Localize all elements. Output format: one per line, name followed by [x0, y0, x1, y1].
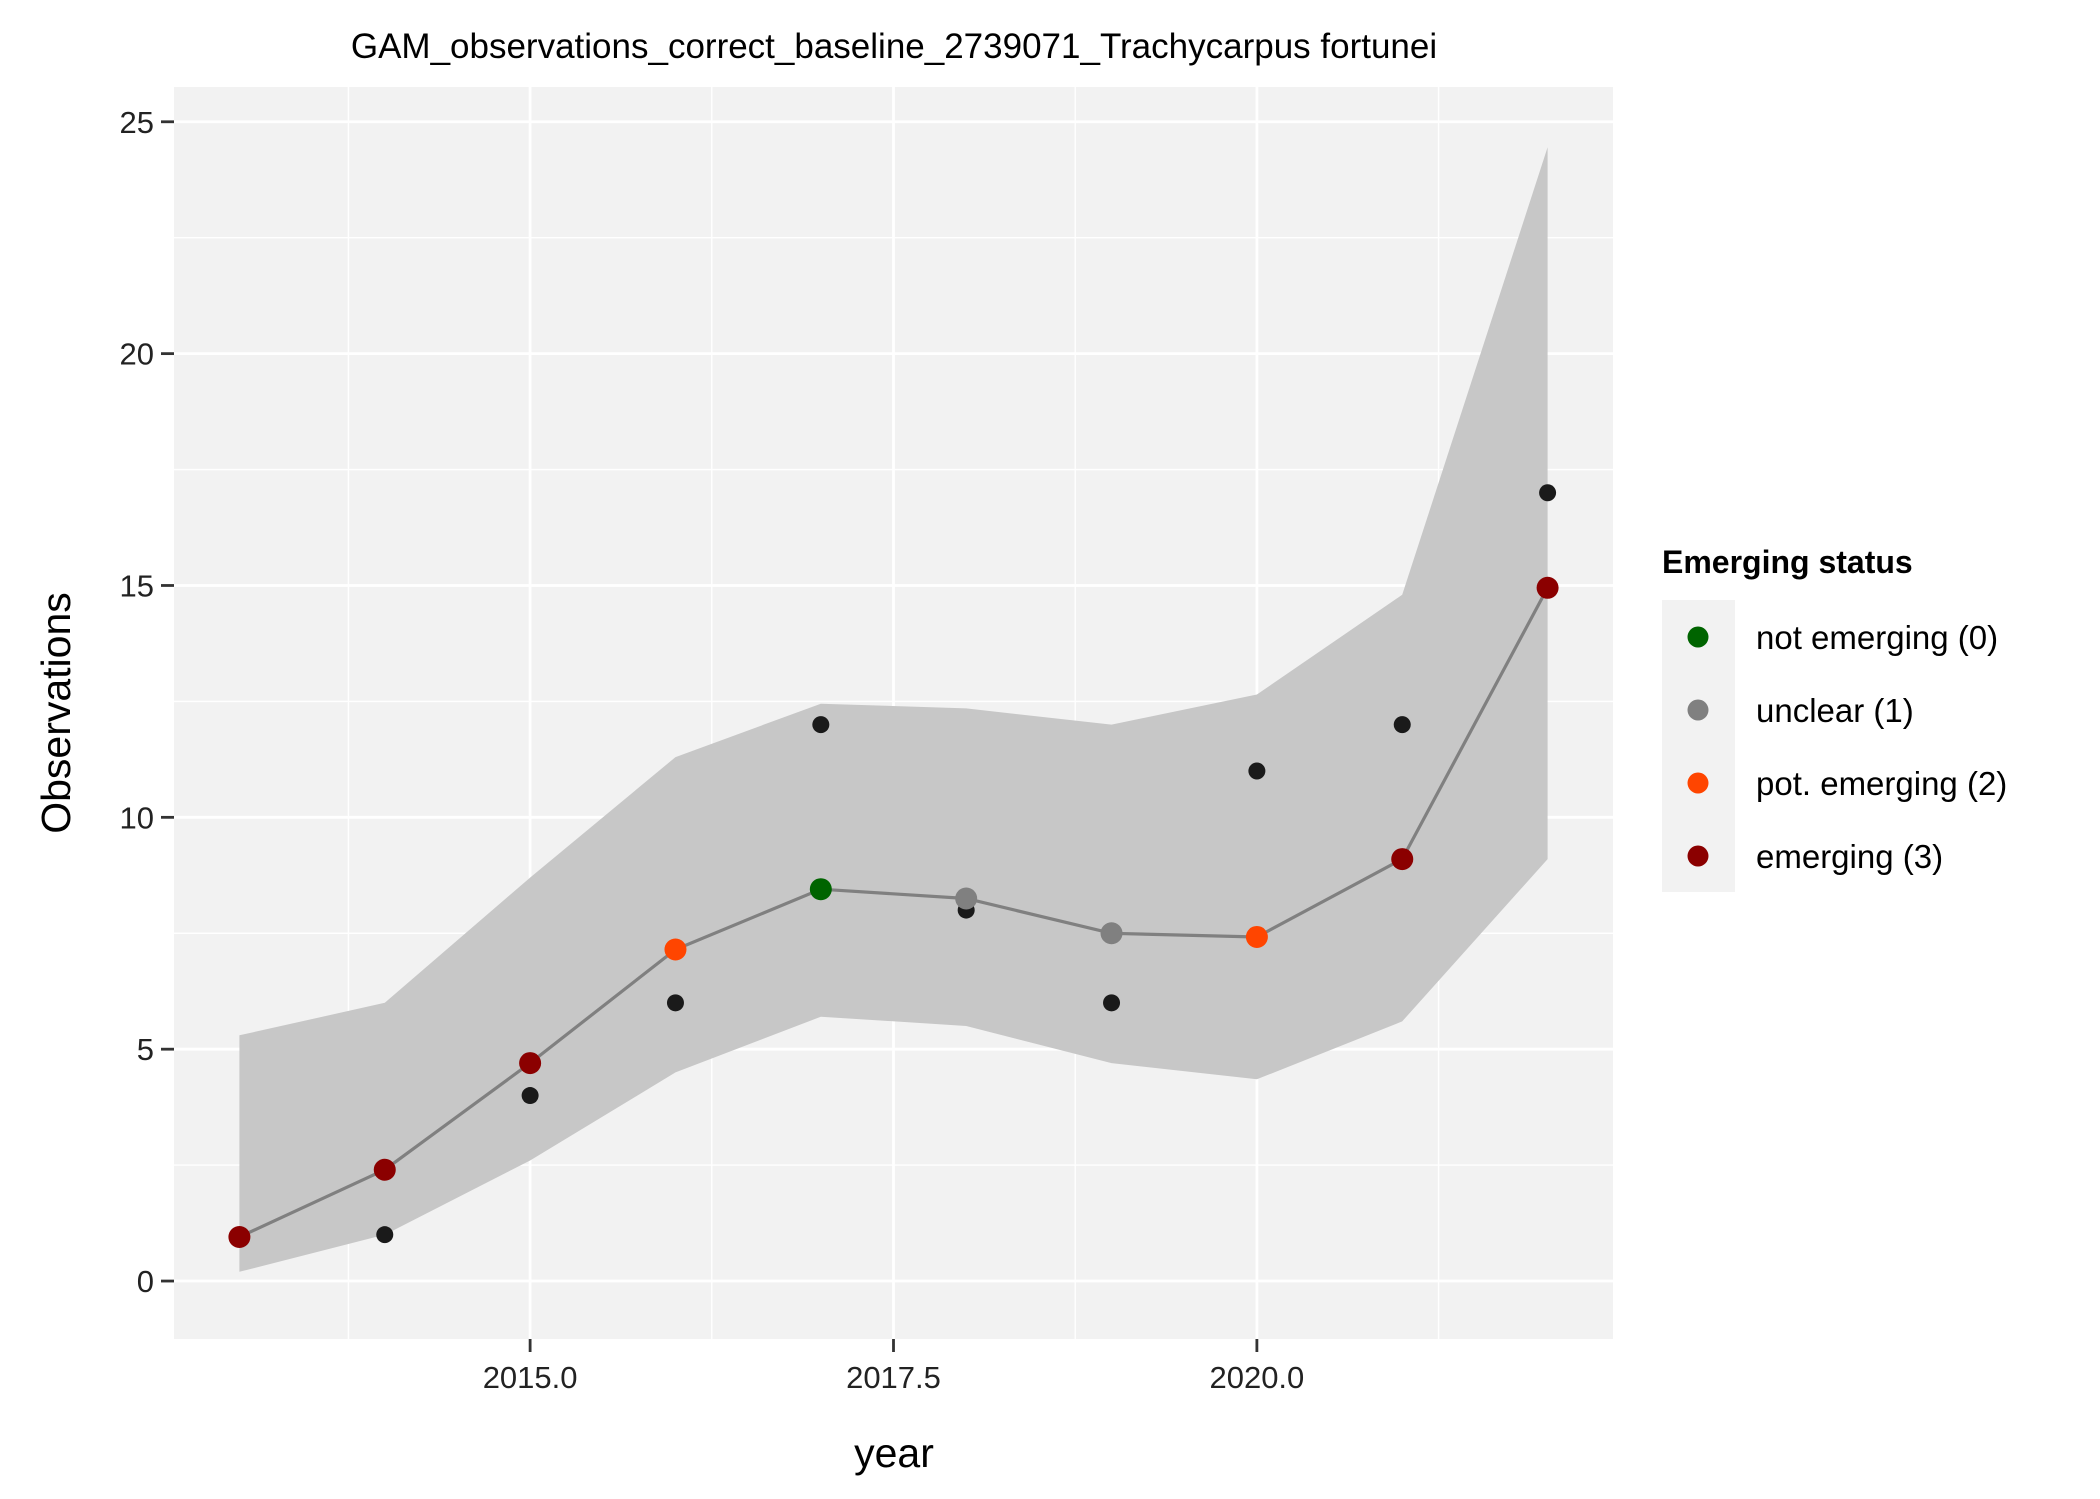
fit-line-layer: [238, 587, 1550, 1239]
legend-key-dot: [1687, 626, 1709, 648]
confidence-ribbon: [239, 147, 1548, 1272]
legend-label: pot. emerging (2): [1756, 765, 2007, 802]
observed-point: [1393, 716, 1411, 734]
observed-point: [666, 994, 684, 1012]
y-axis-title: Observations: [33, 592, 79, 834]
legend-label: emerging (3): [1756, 838, 1943, 875]
observed-point: [1539, 484, 1557, 502]
observed-point: [521, 1087, 539, 1105]
legend-title: Emerging status: [1662, 544, 1913, 580]
legend-key-dot: [1687, 772, 1709, 794]
legend-key-dot: [1687, 845, 1709, 867]
y-tick-label: 20: [120, 337, 154, 372]
fit-point: [1245, 925, 1268, 948]
fit-point: [373, 1158, 396, 1181]
x-tick-label: 2017.5: [846, 1360, 941, 1395]
y-tick-label: 25: [120, 105, 154, 140]
fit-point: [955, 887, 978, 910]
fit-point: [519, 1052, 542, 1075]
fit-point: [1536, 576, 1559, 599]
y-tick-label: 15: [120, 568, 154, 603]
fit-point: [1100, 922, 1123, 945]
observed-point: [376, 1226, 394, 1244]
plot-title: GAM_observations_correct_baseline_273907…: [351, 27, 1437, 66]
y-tick-label: 5: [137, 1032, 154, 1067]
y-tick-label: 10: [120, 800, 154, 835]
legend-key-background: [1662, 600, 1735, 892]
legend: Emerging status not emerging (0) unclear …: [1662, 544, 2007, 892]
fit-point: [809, 878, 832, 901]
fit-line: [238, 587, 1550, 1239]
observed-point: [812, 716, 830, 734]
x-tick-label: 2020.0: [1209, 1360, 1304, 1395]
observed-point: [1103, 994, 1121, 1012]
legend-label: unclear (1): [1756, 692, 1914, 729]
y-tick-label: 0: [137, 1264, 154, 1299]
legend-key-dot: [1687, 699, 1709, 721]
x-tick-label: 2015.0: [483, 1360, 578, 1395]
fit-points: [228, 576, 1559, 1248]
fit-point: [664, 938, 687, 961]
observed-point: [1248, 762, 1266, 780]
x-axis: 2015.0 2017.5 2020.0: [483, 1339, 1304, 1395]
fit-point: [228, 1225, 251, 1248]
y-axis: 0 5 10 15 20 25: [120, 105, 174, 1299]
x-axis-title: year: [854, 1430, 934, 1476]
legend-label: not emerging (0): [1756, 619, 1998, 656]
confidence-ribbon-layer: [239, 147, 1548, 1272]
fit-point: [1391, 848, 1414, 871]
